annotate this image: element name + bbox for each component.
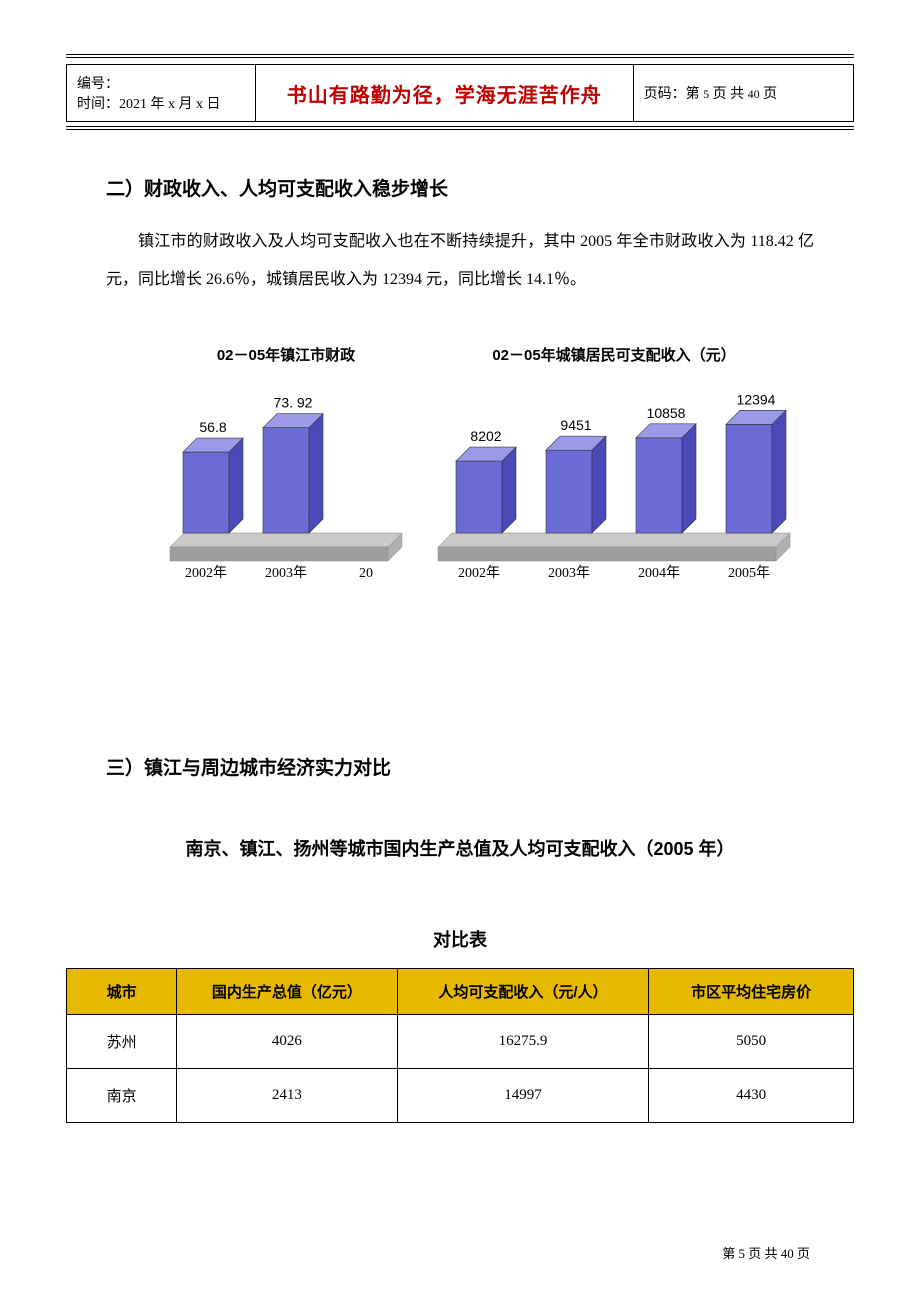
table-cell: 4026 — [177, 1015, 397, 1069]
svg-text:8202: 8202 — [470, 428, 501, 444]
table-cell: 2413 — [177, 1069, 397, 1123]
svg-text:2003年: 2003年 — [265, 565, 307, 581]
chart-1-svg: 56.8 73. 92 2002年 2003年 20 — [166, 383, 406, 583]
svg-text:10858: 10858 — [647, 405, 686, 421]
table-cell: 4430 — [649, 1069, 854, 1123]
comparison-table: 城市国内生产总值（亿元）人均可支配收入（元/人）市区平均住宅房价苏州402616… — [66, 968, 854, 1123]
svg-text:56.8: 56.8 — [199, 419, 226, 435]
chart-2-title: 02－05年城镇居民可支配收入（元） — [492, 344, 735, 365]
table-cell: 5050 — [649, 1015, 854, 1069]
table-title-line1: 南京、镇江、扬州等城市国内生产总值及人均可支配收入（2005 年） — [106, 828, 814, 871]
header-right-cell: 页码：第 5 页 共 40 页 — [633, 65, 853, 122]
time-label: 时间：2021 年 x 月 x 日 — [77, 93, 245, 113]
chart-2-svg: 8202 9451 10858 12394 2002年 2003年 2004年 2005年 — [434, 383, 794, 583]
table-cell: 南京 — [67, 1069, 177, 1123]
svg-text:73. 92: 73. 92 — [274, 394, 313, 410]
svg-text:20: 20 — [359, 566, 373, 581]
svg-text:2002年: 2002年 — [185, 565, 227, 581]
svg-text:9451: 9451 — [560, 417, 591, 433]
body-content: 二）财政收入、人均可支配收入稳步增长 镇江市的财政收入及人均可支配收入也在不断持… — [66, 174, 854, 962]
section-2-paragraph: 镇江市的财政收入及人均可支配收入也在不断持续提升，其中 2005 年全市财政收入… — [106, 223, 814, 300]
top-rule — [66, 54, 854, 58]
header-table: 编号： 时间：2021 年 x 月 x 日 书山有路勤为径，学海无涯苦作舟 页码… — [66, 64, 854, 122]
footer-page-number: 第 5 页 共 40 页 — [722, 1243, 810, 1262]
table-cell: 14997 — [397, 1069, 649, 1123]
table-cell: 16275.9 — [397, 1015, 649, 1069]
chart-2-box: 02－05年城镇居民可支配收入（元） 8202 9451 10858 12394 200… — [434, 344, 794, 583]
table-cell: 苏州 — [67, 1015, 177, 1069]
table-header-cell: 市区平均住宅房价 — [649, 969, 854, 1015]
motto-text: 书山有路勤为径，学海无涯苦作舟 — [287, 85, 602, 107]
table-title-line2: 对比表 — [106, 919, 814, 962]
svg-text:2005年: 2005年 — [728, 565, 770, 581]
svg-text:2003年: 2003年 — [548, 565, 590, 581]
section-3-heading: 三）镇江与周边城市经济实力对比 — [106, 753, 814, 780]
table-row: 南京2413149974430 — [67, 1069, 854, 1123]
header-mid-cell: 书山有路勤为径，学海无涯苦作舟 — [255, 65, 633, 122]
document-page: 编号： 时间：2021 年 x 月 x 日 书山有路勤为径，学海无涯苦作舟 页码… — [0, 0, 920, 1302]
header-left-cell: 编号： 时间：2021 年 x 月 x 日 — [67, 65, 256, 122]
svg-text:2004年: 2004年 — [638, 565, 680, 581]
charts-row: 02－05年镇江市财政 56.8 73. 92 2002年 2003年 20 02－05… — [166, 344, 814, 583]
svg-text:2002年: 2002年 — [458, 565, 500, 581]
table-header-cell: 城市 — [67, 969, 177, 1015]
table-header-cell: 人均可支配收入（元/人） — [397, 969, 649, 1015]
serial-label: 编号： — [77, 73, 245, 93]
header-bottom-rule — [66, 126, 854, 130]
svg-text:12394: 12394 — [737, 391, 776, 407]
table-header-cell: 国内生产总值（亿元） — [177, 969, 397, 1015]
page-label: 页码：第 5 页 共 40 页 — [644, 87, 778, 102]
section-2-heading: 二）财政收入、人均可支配收入稳步增长 — [106, 174, 814, 201]
table-row: 苏州402616275.95050 — [67, 1015, 854, 1069]
chart-1-box: 02－05年镇江市财政 56.8 73. 92 2002年 2003年 20 — [166, 344, 406, 583]
chart-1-title: 02－05年镇江市财政 — [217, 344, 355, 365]
